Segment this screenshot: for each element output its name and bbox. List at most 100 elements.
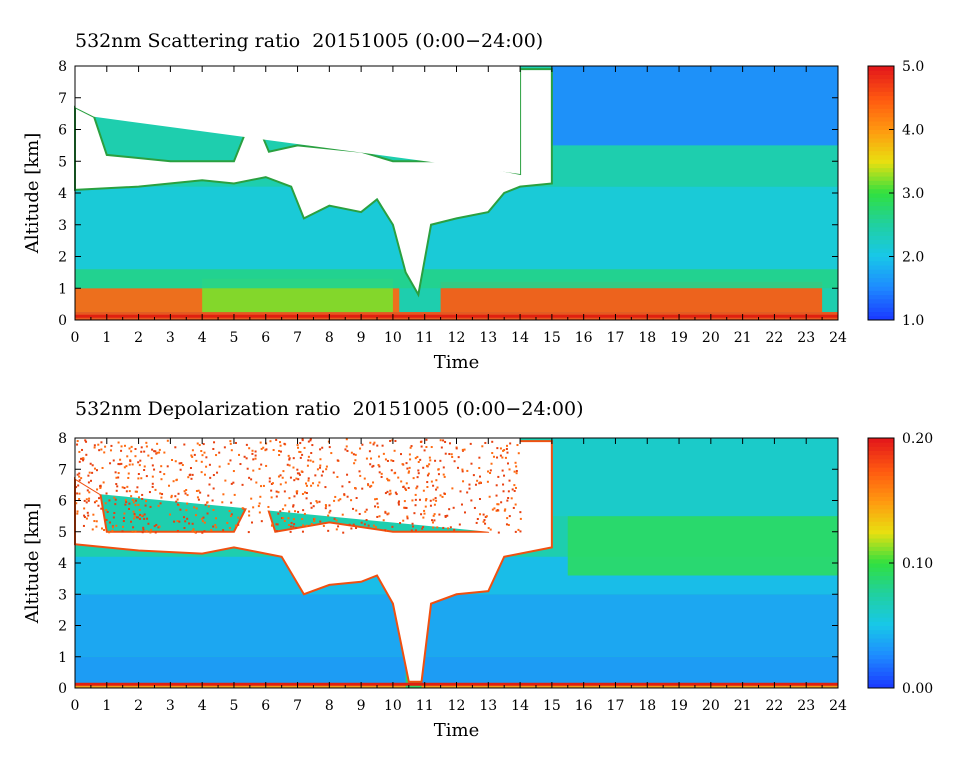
noise-speck <box>301 518 304 521</box>
noise-speck <box>76 440 79 443</box>
noise-speck <box>429 459 432 462</box>
noise-speck <box>270 524 273 527</box>
noise-speck <box>237 523 240 526</box>
noise-speck <box>479 481 482 484</box>
noise-speck <box>429 504 432 507</box>
noise-speck <box>151 464 154 467</box>
data-layer <box>551 66 838 146</box>
noise-speck <box>278 449 281 452</box>
noise-speck <box>300 470 303 473</box>
noise-speck <box>122 516 125 519</box>
noise-speck <box>407 471 410 474</box>
noise-speck <box>501 456 504 459</box>
noise-speck <box>282 517 285 520</box>
noise-speck <box>427 472 430 475</box>
noise-speck <box>344 448 347 451</box>
noise-speck <box>336 459 339 462</box>
noise-speck <box>137 461 140 464</box>
noise-speck <box>113 512 116 515</box>
noise-speck <box>93 501 96 504</box>
noise-speck <box>376 444 379 447</box>
noise-speck <box>452 506 455 509</box>
noise-speck <box>453 460 456 463</box>
noise-speck <box>497 531 500 534</box>
x-tick-label: 18 <box>638 330 656 346</box>
noise-speck <box>287 523 290 526</box>
noise-speck <box>232 470 235 473</box>
x-tick-label: 1 <box>102 698 111 714</box>
noise-speck <box>163 451 166 454</box>
x-axis-label: Time <box>434 352 479 373</box>
noise-speck <box>304 482 307 485</box>
noise-speck <box>228 510 231 513</box>
colorbar-segment <box>868 517 894 522</box>
noise-speck <box>435 479 438 482</box>
colorbar-segment <box>868 558 894 564</box>
noise-speck <box>346 449 349 452</box>
colorbar-segment <box>868 646 894 651</box>
noise-speck <box>294 526 297 529</box>
noise-speck <box>150 528 153 531</box>
noise-speck <box>419 458 422 461</box>
noise-speck <box>408 453 411 456</box>
noise-speck <box>195 514 198 517</box>
noise-speck <box>100 507 103 510</box>
noise-speck <box>416 455 419 458</box>
colorbar-segment <box>868 479 894 485</box>
noise-speck <box>193 453 196 456</box>
noise-speck <box>108 531 111 534</box>
noise-speck <box>306 464 309 467</box>
noise-speck <box>299 442 302 445</box>
colorbar-segment <box>868 78 894 84</box>
colorbar-tick-label: 2.0 <box>902 250 924 266</box>
data-layer <box>75 656 838 685</box>
scattering-ratio-panel: 532nm Scattering ratio 20151005 (0:00−24… <box>22 30 924 373</box>
noise-speck <box>145 445 148 448</box>
noise-speck <box>243 455 246 458</box>
noise-speck <box>466 491 469 494</box>
noise-speck <box>484 516 487 519</box>
noise-speck <box>407 486 410 489</box>
noise-speck <box>460 503 463 506</box>
noise-speck <box>145 530 148 533</box>
noise-speck <box>301 438 304 441</box>
x-tick-label: 3 <box>166 330 175 346</box>
colorbar-segment <box>868 150 894 156</box>
noise-speck <box>507 523 510 526</box>
noise-speck <box>132 526 135 529</box>
noise-speck <box>438 513 441 516</box>
colorbar-segment <box>868 592 894 597</box>
noise-speck <box>172 480 175 483</box>
noise-speck <box>160 465 163 468</box>
noise-speck <box>365 508 368 511</box>
noise-speck <box>355 509 358 512</box>
y-tick-label: 6 <box>58 123 67 139</box>
noise-speck <box>78 479 81 482</box>
noise-speck <box>394 440 397 443</box>
x-tick-label: 24 <box>829 698 847 714</box>
noise-speck <box>355 527 358 530</box>
noise-speck <box>88 491 91 494</box>
noise-speck <box>350 451 353 454</box>
noise-speck <box>499 447 502 450</box>
noise-speck <box>469 442 472 445</box>
noise-speck <box>279 483 282 486</box>
noise-speck <box>451 487 454 490</box>
colorbar-segment <box>868 588 894 593</box>
noise-speck <box>390 459 393 462</box>
noise-speck <box>224 479 227 482</box>
noise-speck <box>325 465 328 468</box>
colorbar-segment <box>868 513 894 518</box>
noise-speck <box>429 499 432 502</box>
noise-speck <box>342 531 345 534</box>
noise-speck <box>117 441 120 444</box>
noise-speck <box>124 499 127 502</box>
noise-speck <box>132 501 135 504</box>
noise-speck <box>125 500 128 503</box>
noise-speck <box>195 507 198 510</box>
noise-speck <box>310 506 313 509</box>
noise-speck <box>279 474 282 477</box>
x-tick-label: 12 <box>448 330 466 346</box>
noise-speck <box>85 453 88 456</box>
noise-speck <box>277 491 280 494</box>
